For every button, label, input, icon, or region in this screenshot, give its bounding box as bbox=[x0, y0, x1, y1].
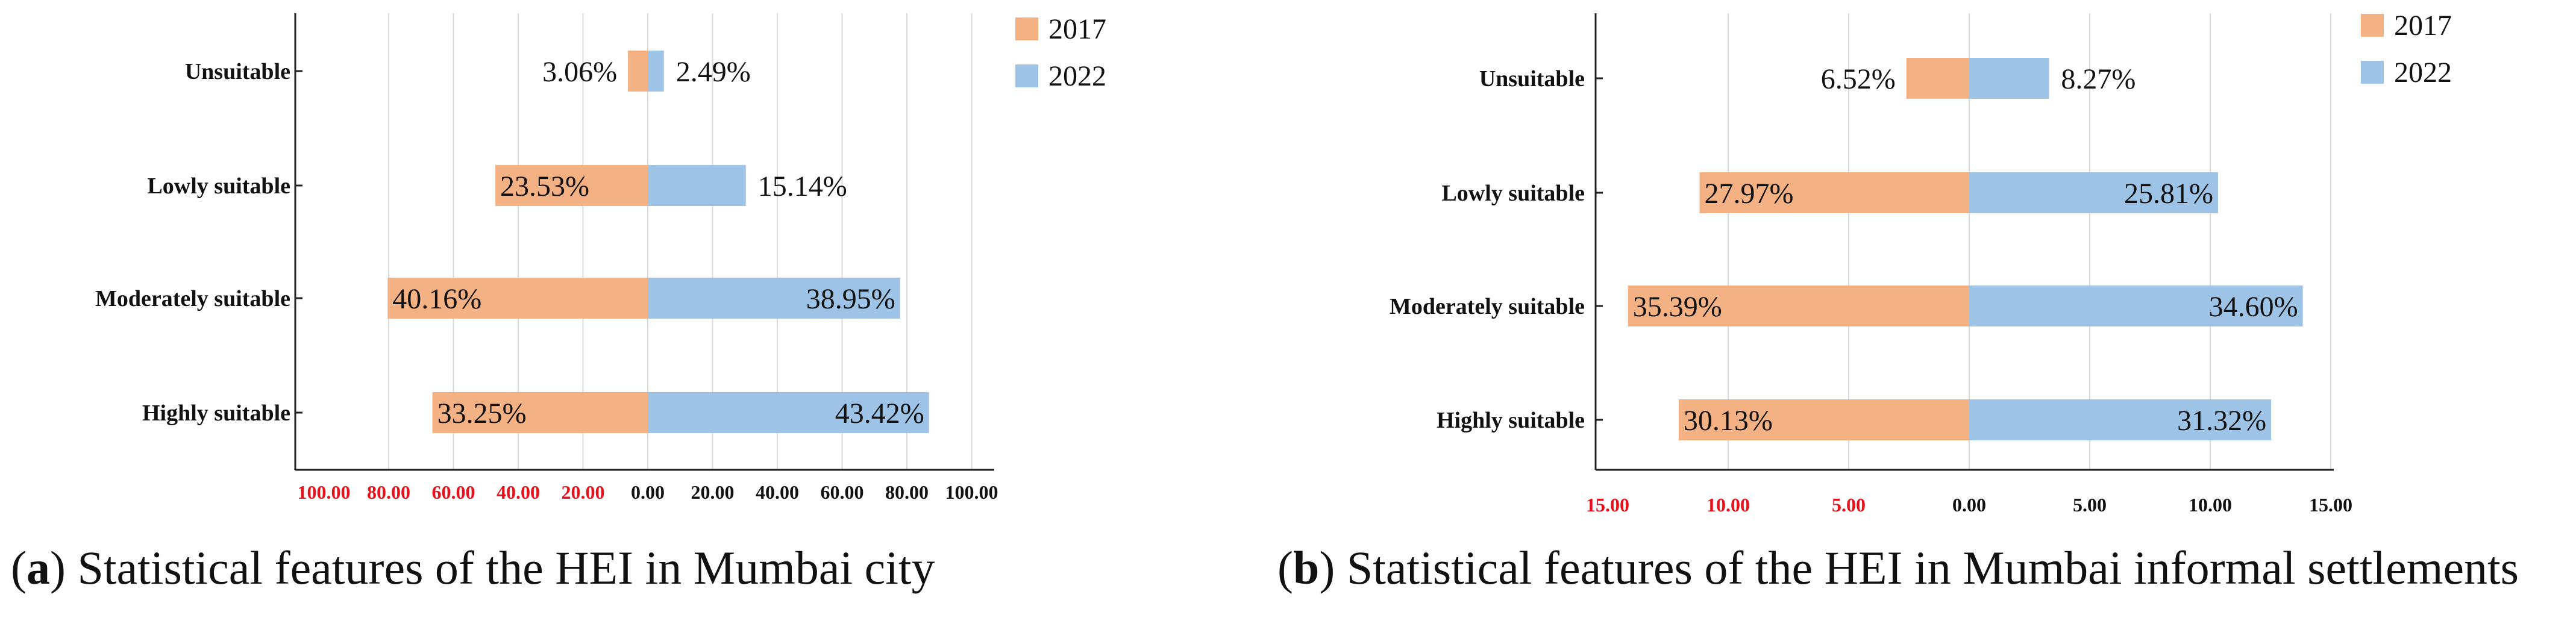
chart-b-category-label: Moderately suitable bbox=[1390, 294, 1585, 319]
chart-a-bar-2022 bbox=[648, 392, 929, 433]
chart-panel-b: 15.00 10.00 5.00 0.00 5.00 10.00 15.00 Unsuitab… bbox=[1265, 0, 2576, 618]
chart-a-category-label: Highly suitable bbox=[142, 401, 290, 426]
chart-a-x-tick-label: 20.00 bbox=[562, 481, 605, 503]
caption-b: (b) Statistical features of the HEI in M… bbox=[1277, 542, 2519, 594]
chart-b-data-label-2022: 8.27% bbox=[2061, 63, 2136, 95]
chart-b-legend-label-2022: 2022 bbox=[2394, 57, 2452, 89]
chart-b-category-label: Lowly suitable bbox=[1441, 181, 1585, 206]
chart-b-data-label-2022: 31.32% bbox=[2177, 405, 2266, 437]
chart-b-x-tick-label: 0.00 bbox=[1952, 494, 1986, 516]
chart-a-legend-label-2017: 2017 bbox=[1048, 13, 1106, 45]
chart-a-x-tick-label: 20.00 bbox=[691, 481, 735, 503]
chart-b-x-tick-label: 10.00 bbox=[1706, 494, 1750, 516]
chart-b-legend-swatch-2017 bbox=[2361, 14, 2384, 37]
chart-a-bar-2017 bbox=[387, 278, 648, 319]
chart-b-data-label-2022: 25.81% bbox=[2124, 178, 2213, 210]
chart-b-data-label-2022: 34.60% bbox=[2209, 291, 2298, 323]
chart-b-legend-swatch-2022 bbox=[2361, 61, 2384, 84]
chart-a-bar-2022 bbox=[648, 278, 900, 319]
caption-a-letter: a bbox=[26, 542, 50, 594]
chart-b-x-tick-label: 10.00 bbox=[2189, 494, 2232, 516]
chart-a-x-tick-label: 100.00 bbox=[298, 481, 351, 503]
chart-b-x-tick-label: 5.00 bbox=[1832, 494, 1866, 516]
chart-a-svg: 100.00 80.00 60.00 40.00 20.00 0.00 20.00 40.00… bbox=[95, 13, 1106, 503]
chart-a-data-label-2017: 3.06% bbox=[542, 56, 617, 88]
chart-panel-a: 100.00 80.00 60.00 40.00 20.00 0.00 20.00 40.00… bbox=[0, 0, 1265, 618]
chart-b-bar-2017 bbox=[1678, 399, 1969, 440]
chart-a-bar-2017 bbox=[628, 51, 648, 92]
chart-b-bar-2022 bbox=[1969, 286, 2303, 326]
chart-b-svg: 15.00 10.00 5.00 0.00 5.00 10.00 15.00 Unsuitab… bbox=[1390, 10, 2452, 516]
chart-a-x-tick-label: 100.00 bbox=[945, 481, 998, 503]
chart-a-category-label: Unsuitable bbox=[185, 59, 290, 84]
chart-a-data-label-2022: 2.49% bbox=[676, 56, 751, 88]
caption-a-text: Statistical features of the HEI in Mumba… bbox=[65, 542, 935, 594]
chart-a-bar-2017 bbox=[495, 165, 648, 206]
chart-b-category-label: Unsuitable bbox=[1479, 66, 1585, 92]
chart-b-bar-2017 bbox=[1906, 58, 1969, 99]
chart-b-legend-label-2017: 2017 bbox=[2394, 10, 2452, 42]
caption-b-letter: b bbox=[1293, 542, 1320, 594]
chart-a-bar-2022 bbox=[648, 51, 664, 92]
chart-a-legend-swatch-2017 bbox=[1015, 17, 1038, 40]
chart-b-bar-2022 bbox=[1969, 399, 2272, 440]
chart-a-bar-2017 bbox=[432, 392, 648, 433]
chart-a-x-tick-label: 80.00 bbox=[367, 481, 410, 503]
chart-b-bar-2017 bbox=[1699, 172, 1969, 213]
chart-a-category-label: Moderately suitable bbox=[95, 286, 290, 311]
chart-a-x-tick-label: 0.00 bbox=[631, 481, 665, 503]
chart-a-x-tick-label: 60.00 bbox=[432, 481, 475, 503]
chart-a-bar-2022 bbox=[648, 165, 746, 206]
chart-a-data-label-2017: 40.16% bbox=[392, 283, 481, 315]
chart-a-x-tick-label: 80.00 bbox=[885, 481, 929, 503]
chart-a-legend-label-2022: 2022 bbox=[1048, 60, 1106, 92]
chart-a-x-tick-label: 40.00 bbox=[756, 481, 799, 503]
chart-b-category-label: Highly suitable bbox=[1437, 408, 1585, 433]
chart-a-data-label-2017: 23.53% bbox=[500, 170, 589, 202]
chart-a-data-label-2022: 43.42% bbox=[835, 398, 924, 429]
chart-b-bar-2022 bbox=[1969, 58, 2049, 99]
chart-b-bar-2022 bbox=[1969, 172, 2218, 213]
chart-a-x-tick-label: 40.00 bbox=[497, 481, 540, 503]
caption-a: (a) Statistical features of the HEI in M… bbox=[11, 542, 935, 594]
chart-b-data-label-2017: 30.13% bbox=[1684, 405, 1773, 437]
chart-b-x-tick-label: 5.00 bbox=[2073, 494, 2107, 516]
chart-a-data-label-2022: 38.95% bbox=[806, 283, 895, 315]
chart-a-category-label: Lowly suitable bbox=[147, 173, 290, 199]
chart-b-data-label-2017: 35.39% bbox=[1633, 291, 1722, 323]
chart-a-legend-swatch-2022 bbox=[1015, 64, 1038, 87]
chart-b-x-tick-label: 15.00 bbox=[1586, 494, 1629, 516]
chart-a-x-tick-label: 60.00 bbox=[821, 481, 864, 503]
chart-a-data-label-2022: 15.14% bbox=[758, 170, 847, 202]
caption-b-text: Statistical features of the HEI in Mumba… bbox=[1335, 542, 2519, 594]
chart-b-x-tick-label: 15.00 bbox=[2309, 494, 2352, 516]
chart-b-data-label-2017: 27.97% bbox=[1704, 178, 1793, 210]
chart-a-data-label-2017: 33.25% bbox=[437, 398, 527, 429]
chart-b-data-label-2017: 6.52% bbox=[1821, 63, 1896, 95]
chart-b-bar-2017 bbox=[1628, 286, 1969, 326]
